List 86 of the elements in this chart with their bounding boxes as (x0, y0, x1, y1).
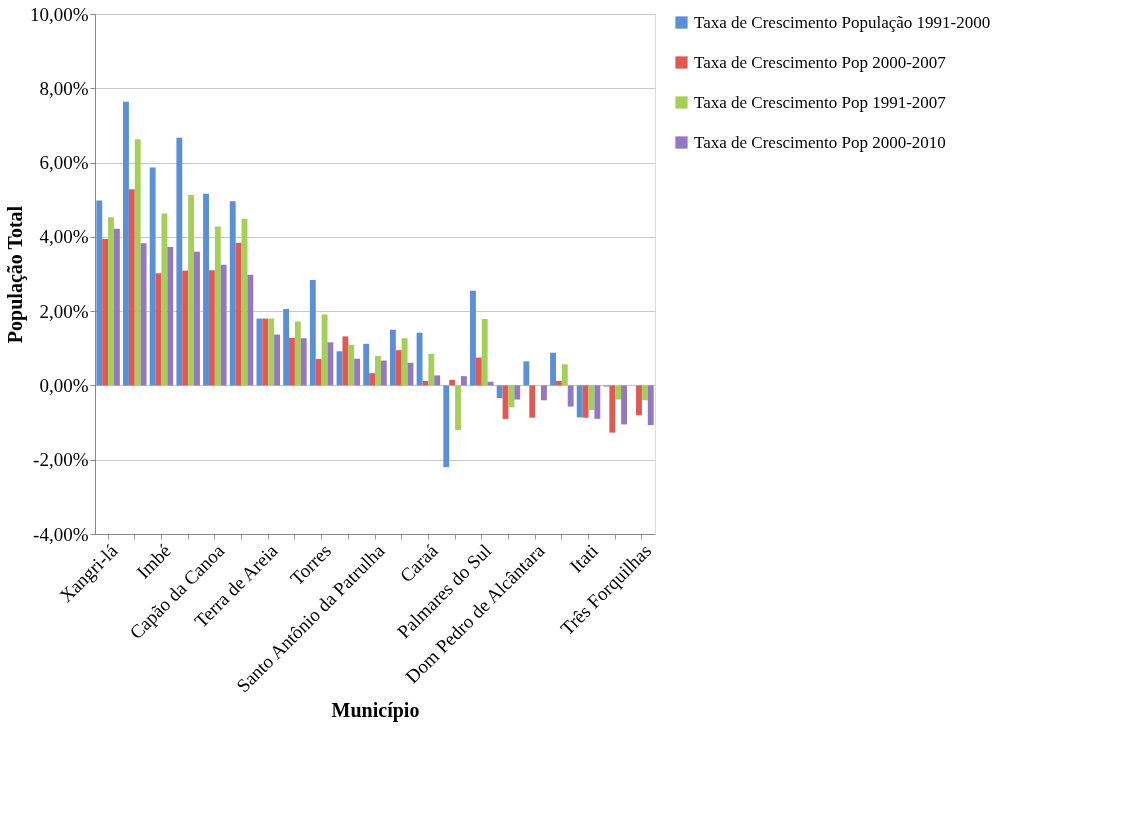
bar (354, 358, 361, 386)
bar (128, 189, 135, 386)
bar (582, 385, 589, 418)
legend-label: Taxa de Crescimento Pop 2000-2010 (694, 132, 946, 152)
bar (389, 329, 396, 386)
y-tick-label: 10,00% (29, 3, 89, 25)
y-tick-label: -2,00% (33, 449, 89, 471)
bar (274, 334, 280, 386)
y-tick-label: 0,00% (39, 374, 89, 396)
bar (315, 359, 322, 386)
legend-label: Taxa de Crescimento População 1991-2000 (694, 12, 991, 32)
bar (555, 380, 562, 386)
bar (594, 385, 601, 419)
bar (576, 385, 583, 418)
bar (561, 364, 568, 386)
bar (434, 375, 441, 386)
bar (161, 213, 168, 386)
bar (401, 338, 408, 386)
bar (541, 385, 547, 401)
x-axis-title: Município (331, 699, 420, 723)
bar (647, 385, 654, 426)
bar (208, 270, 215, 386)
bar (621, 385, 627, 425)
bar (523, 361, 530, 386)
bar (327, 342, 334, 386)
bar (416, 332, 423, 386)
legend-label: Taxa de Crescimento Pop 1991-2007 (694, 92, 947, 112)
bar (369, 373, 375, 386)
bar (108, 217, 114, 386)
bar (262, 318, 269, 386)
bar (508, 385, 515, 408)
bar (309, 279, 316, 386)
bar (428, 353, 435, 386)
bar (342, 336, 349, 386)
bar (167, 246, 174, 386)
y-tick-label: 8,00% (39, 77, 89, 99)
bar (375, 356, 381, 386)
bar (380, 360, 387, 386)
y-tick-label: -4,00% (33, 523, 89, 545)
bar (475, 357, 482, 386)
bar (134, 139, 141, 386)
y-tick-label: 6,00% (39, 152, 89, 174)
y-tick-label: 2,00% (39, 300, 89, 322)
bar (289, 337, 295, 386)
bar (203, 193, 209, 386)
bar (176, 137, 183, 386)
bar (256, 318, 263, 386)
bar (96, 200, 103, 386)
bar (283, 308, 290, 386)
bar (443, 385, 450, 468)
bar (220, 264, 227, 386)
bar (188, 194, 195, 386)
bar (460, 376, 467, 386)
bar (149, 167, 156, 386)
bar (455, 385, 461, 430)
bar (102, 239, 109, 386)
bar (229, 201, 236, 386)
bar (214, 226, 221, 386)
legend-label: Taxa de Crescimento Pop 2000-2007 (694, 52, 947, 72)
bar (636, 385, 642, 416)
bar (395, 350, 402, 386)
bar (140, 243, 147, 386)
bar (123, 101, 129, 386)
bar (113, 228, 120, 386)
bar (235, 242, 242, 386)
bar (609, 385, 616, 433)
bar (449, 379, 456, 386)
y-axis-title: População Total (3, 205, 27, 344)
bar (641, 385, 648, 401)
bar (194, 251, 200, 386)
bar (348, 344, 355, 386)
bar (363, 343, 370, 386)
bar (529, 385, 536, 418)
y-tick-label: 4,00% (39, 226, 89, 248)
bar (268, 318, 275, 386)
bar (300, 338, 307, 386)
bar (550, 352, 556, 386)
bar (294, 321, 301, 386)
bar (615, 385, 622, 400)
bar (514, 385, 521, 400)
bar (496, 385, 503, 399)
bar (567, 385, 574, 407)
bar (247, 274, 254, 386)
bar (481, 318, 488, 386)
bar (182, 270, 189, 386)
bar (470, 290, 476, 386)
